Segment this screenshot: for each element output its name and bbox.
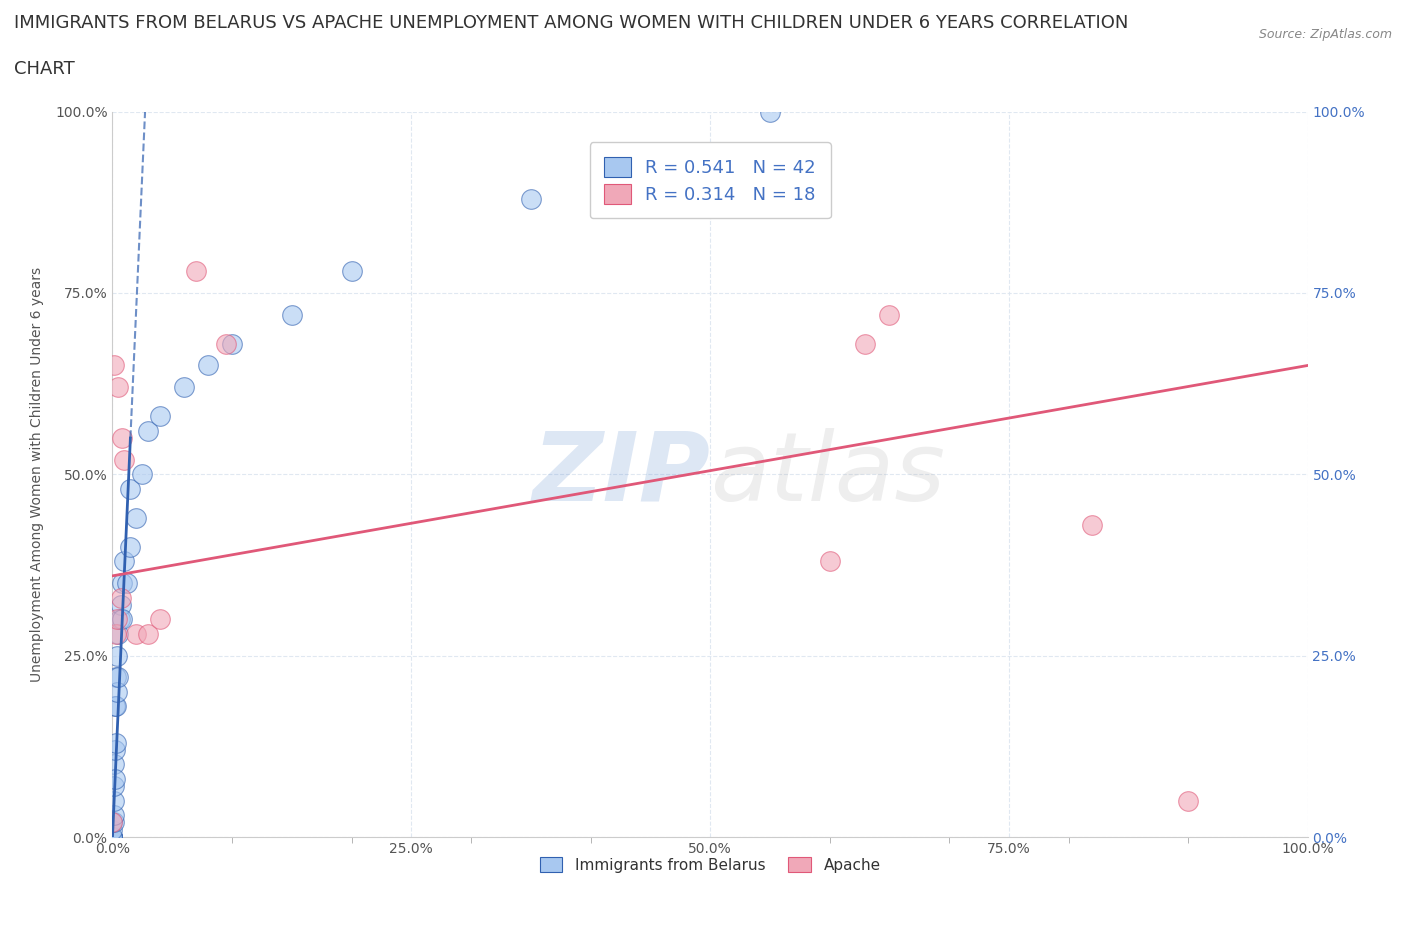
Point: [105, 670, 128, 684]
Point: [101, 815, 124, 830]
Text: CHART: CHART: [14, 60, 75, 78]
Point: [101, 815, 124, 830]
Point: [879, 307, 901, 322]
Point: [101, 830, 124, 844]
Point: [114, 554, 135, 569]
Y-axis label: Unemployment Among Women with Children Under 6 years: Unemployment Among Women with Children U…: [30, 267, 44, 682]
Point: [520, 192, 543, 206]
Point: [215, 337, 238, 352]
Point: [340, 264, 363, 279]
Point: [101, 822, 124, 837]
Point: [221, 337, 243, 352]
Point: [173, 379, 195, 394]
Point: [104, 772, 127, 787]
Point: [759, 104, 782, 119]
Point: [101, 830, 124, 844]
Point: [111, 612, 134, 627]
Point: [107, 670, 129, 684]
Point: [105, 684, 128, 699]
Point: [103, 808, 125, 823]
Point: [101, 830, 124, 844]
Point: [103, 815, 125, 830]
Point: [1177, 793, 1199, 808]
Point: [818, 554, 841, 569]
Point: [131, 467, 153, 482]
Point: [186, 264, 208, 279]
Point: [108, 612, 131, 627]
Point: [105, 699, 128, 714]
Point: [107, 627, 129, 642]
Point: [105, 648, 128, 663]
Point: [138, 423, 160, 438]
Point: [855, 337, 877, 352]
Point: [197, 358, 219, 373]
Point: [120, 482, 142, 497]
Point: [125, 511, 148, 525]
Point: [101, 830, 124, 844]
Point: [103, 793, 125, 808]
Point: [149, 409, 172, 424]
Point: [101, 830, 124, 844]
Point: [103, 778, 125, 793]
Point: [111, 576, 134, 591]
Point: [103, 358, 125, 373]
Text: ZIP: ZIP: [531, 428, 710, 521]
Text: IMMIGRANTS FROM BELARUS VS APACHE UNEMPLOYMENT AMONG WOMEN WITH CHILDREN UNDER 6: IMMIGRANTS FROM BELARUS VS APACHE UNEMPL…: [14, 14, 1129, 32]
Point: [149, 612, 172, 627]
Point: [101, 830, 124, 844]
Point: [281, 307, 304, 322]
Text: Source: ZipAtlas.com: Source: ZipAtlas.com: [1258, 28, 1392, 41]
Point: [105, 612, 128, 627]
Legend: Immigrants from Belarus, Apache: Immigrants from Belarus, Apache: [531, 849, 889, 880]
Point: [107, 379, 129, 394]
Point: [111, 431, 134, 445]
Point: [110, 597, 132, 612]
Point: [104, 699, 127, 714]
Point: [120, 539, 142, 554]
Point: [138, 627, 160, 642]
Point: [115, 576, 138, 591]
Text: atlas: atlas: [710, 428, 945, 521]
Point: [114, 452, 135, 467]
Point: [125, 627, 148, 642]
Point: [104, 742, 127, 757]
Point: [1081, 518, 1104, 533]
Point: [105, 736, 128, 751]
Point: [105, 627, 128, 642]
Point: [110, 591, 132, 605]
Point: [103, 757, 125, 772]
